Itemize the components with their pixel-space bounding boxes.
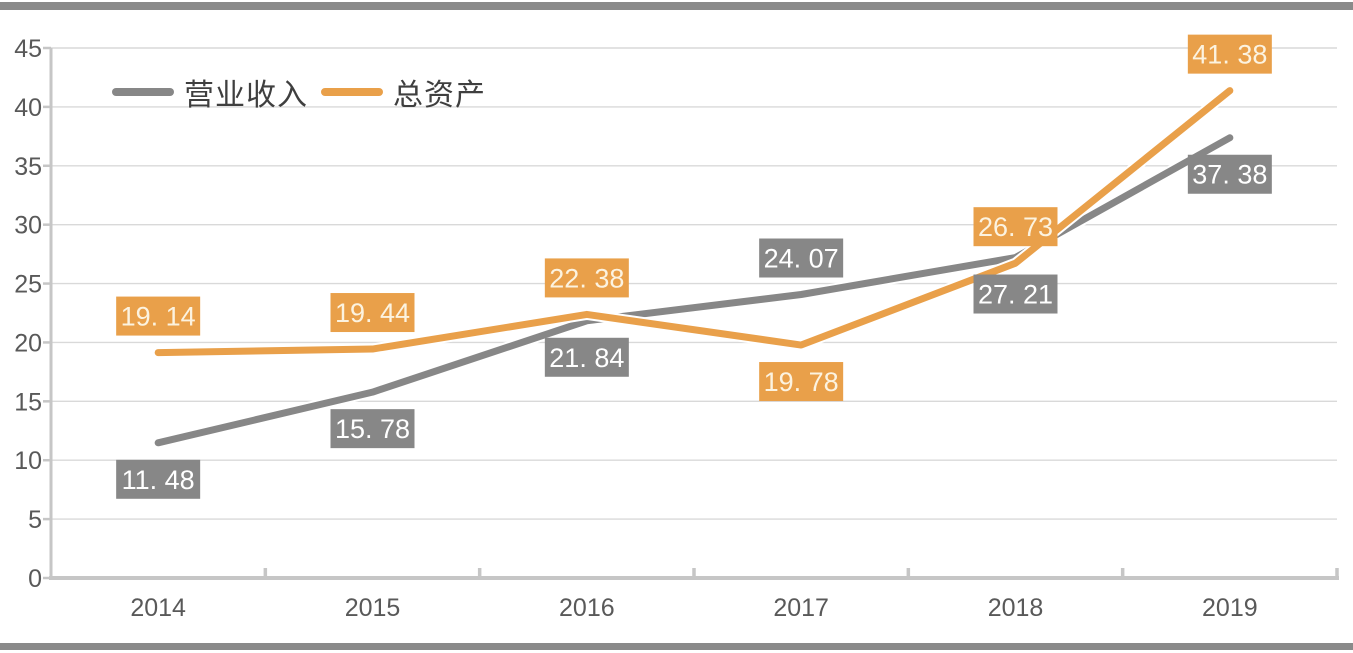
x-axis-label: 2018 [988,594,1044,622]
data-label-0: 24. 07 [764,244,839,274]
data-label-1: 22. 38 [549,263,624,293]
x-axis-label: 2015 [345,594,401,622]
data-label-1: 19. 78 [764,367,839,397]
data-label-box-0 [330,409,415,449]
y-axis-label: 0 [28,565,42,593]
series-halo-0 [152,132,1236,449]
data-label-1: 19. 44 [335,298,410,328]
data-label-0: 11. 48 [122,465,195,495]
data-label-box-0 [544,337,629,377]
legend-item-total-assets: 总资产 [321,70,486,114]
data-label-0: 15. 78 [335,414,410,444]
y-axis-label: 15 [14,388,42,416]
data-label-1: 41. 38 [1192,40,1267,70]
data-label-box-1 [544,258,629,298]
series-line-0 [154,134,1234,447]
series-line-1 [154,87,1234,357]
data-label-box-0 [1187,154,1272,194]
y-axis-label: 30 [14,212,42,240]
x-axis-label: 2019 [1202,594,1258,622]
legend-item-revenue: 营业收入 [112,70,308,114]
x-axis-label: 2014 [130,594,186,622]
data-label-box-0 [759,238,844,278]
data-label-1: 19. 14 [121,302,196,332]
data-label-box-0 [116,459,201,499]
data-label-box-1 [330,293,415,333]
data-label-box-1 [1187,34,1272,74]
y-axis-label: 20 [14,329,42,357]
data-label-0: 27. 21 [978,280,1053,310]
data-label-box-1 [759,362,844,402]
data-label-box-1 [116,296,201,336]
data-label-0: 21. 84 [549,343,624,373]
legend-label-total-assets: 总资产 [393,78,486,113]
y-axis-label: 40 [14,94,42,122]
y-axis-label: 45 [14,35,42,63]
y-axis-label: 5 [28,506,42,534]
legend-line-swatch-revenue-icon [112,88,174,96]
y-axis-label: 25 [14,271,42,299]
x-axis-label: 2017 [773,594,829,622]
y-axis-label: 10 [14,447,42,475]
x-axis-label: 2016 [559,594,615,622]
legend: 营业收入 总资产 [112,70,486,114]
data-label-1: 26. 73 [978,212,1053,242]
legend-line-swatch-total-assets-icon [321,88,383,96]
y-axis-label: 35 [14,153,42,181]
legend-label-revenue: 营业收入 [184,78,308,113]
top-border-bar [0,2,1353,10]
data-label-box-1 [973,207,1058,247]
data-label-0: 37. 38 [1192,160,1267,190]
bottom-border-bar [0,643,1353,650]
data-label-box-0 [973,274,1058,314]
